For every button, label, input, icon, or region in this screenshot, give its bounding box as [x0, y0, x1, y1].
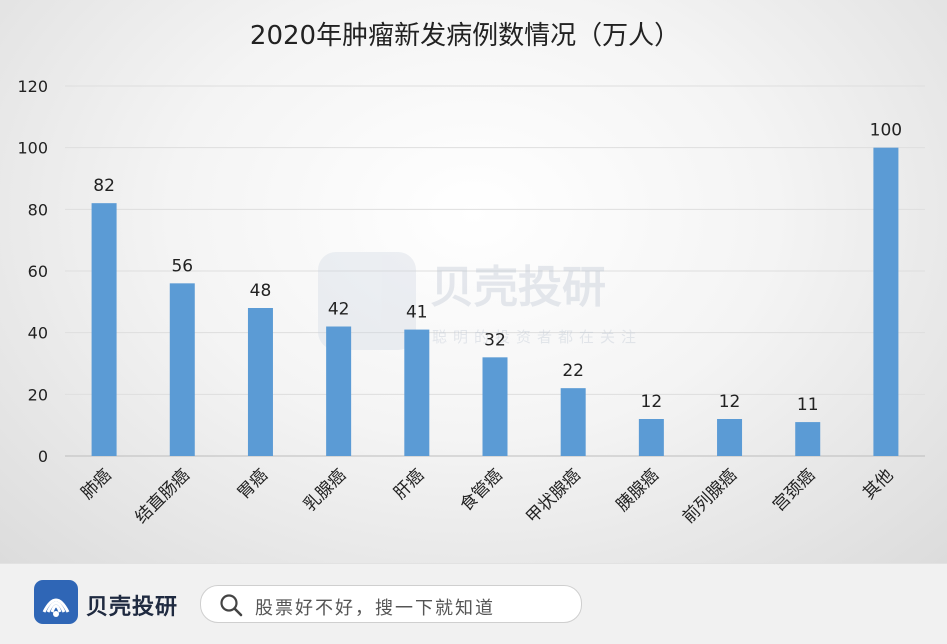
- x-tick-label: 肝癌: [390, 465, 428, 503]
- gridlines: [65, 85, 925, 457]
- bar: [795, 422, 821, 456]
- bar: [247, 308, 273, 456]
- watermark-brand: 贝壳投研: [430, 262, 606, 313]
- footer-bar: 贝壳投研 股票好不好，搜一下就知道: [0, 563, 947, 644]
- watermark-tagline: 聪明的投资者都在关注: [432, 328, 642, 346]
- x-tick-label: 宫颈癌: [769, 465, 819, 515]
- bar: [91, 203, 117, 456]
- y-tick-label: 60: [28, 262, 48, 281]
- y-tick-label: 120: [17, 77, 48, 96]
- x-tick-label: 胰腺癌: [613, 465, 663, 515]
- chart-area: 2020年肿瘤新发病例数情况（万人） 贝壳投研 聪明的投资者都在关注 0 20 40…: [0, 0, 947, 563]
- y-tick-label: 100: [17, 139, 48, 158]
- search-icon: [219, 593, 243, 621]
- watermark: 贝壳投研 聪明的投资者都在关注: [318, 252, 642, 350]
- bar-chart: 2020年肿瘤新发病例数情况（万人） 贝壳投研 聪明的投资者都在关注 0 20 40…: [17, 21, 925, 528]
- bar: [717, 419, 743, 456]
- shell-logo-icon[interactable]: [34, 580, 78, 624]
- data-label: 41: [406, 303, 428, 323]
- chart-title: 2020年肿瘤新发病例数情况（万人）: [250, 21, 680, 51]
- data-label: 11: [797, 395, 819, 415]
- data-label: 56: [171, 256, 193, 276]
- data-label: 12: [641, 392, 663, 412]
- data-label: 48: [250, 281, 272, 301]
- data-label: 42: [328, 300, 350, 320]
- x-tick-label: 胃癌: [234, 465, 272, 503]
- data-label: 12: [719, 392, 741, 412]
- x-tick-label: 肺癌: [77, 465, 115, 503]
- data-label: 82: [93, 176, 115, 196]
- bar: [482, 357, 508, 456]
- x-tick-label: 食管癌: [456, 465, 506, 515]
- data-label: 32: [484, 330, 506, 350]
- x-tick-label: 结直肠癌: [132, 465, 194, 527]
- x-tick-label: 甲状腺癌: [522, 465, 584, 527]
- x-tick-label: 其他: [859, 465, 897, 503]
- y-tick-label: 80: [28, 200, 48, 219]
- bar: [404, 329, 430, 456]
- bar: [638, 419, 664, 456]
- y-tick-label: 20: [28, 385, 48, 404]
- search-box[interactable]: 股票好不好，搜一下就知道: [200, 585, 582, 623]
- y-tick-label: 0: [38, 447, 48, 466]
- data-label: 100: [870, 121, 902, 141]
- y-tick-label: 40: [28, 324, 48, 343]
- data-labels: 82 56 48 42 41 32 22 12 12 11 100: [93, 121, 902, 415]
- bar: [326, 326, 352, 456]
- x-axis-ticks: 肺癌 结直肠癌 胃癌 乳腺癌 肝癌 食管癌 甲状腺癌 胰腺癌 前列腺癌 宫颈癌 其他: [77, 465, 897, 527]
- watermark-logo-icon: [318, 252, 416, 350]
- footer-brand[interactable]: 贝壳投研: [86, 595, 179, 620]
- bar: [169, 283, 195, 456]
- search-placeholder: 股票好不好，搜一下就知道: [255, 598, 495, 619]
- y-axis-ticks: 0 20 40 60 80 100 120: [17, 77, 48, 466]
- bar: [560, 388, 586, 456]
- data-label: 22: [562, 361, 584, 381]
- bars: [91, 147, 899, 456]
- bar: [873, 147, 899, 456]
- x-tick-label: 乳腺癌: [300, 465, 350, 515]
- x-tick-label: 前列腺癌: [679, 465, 741, 527]
